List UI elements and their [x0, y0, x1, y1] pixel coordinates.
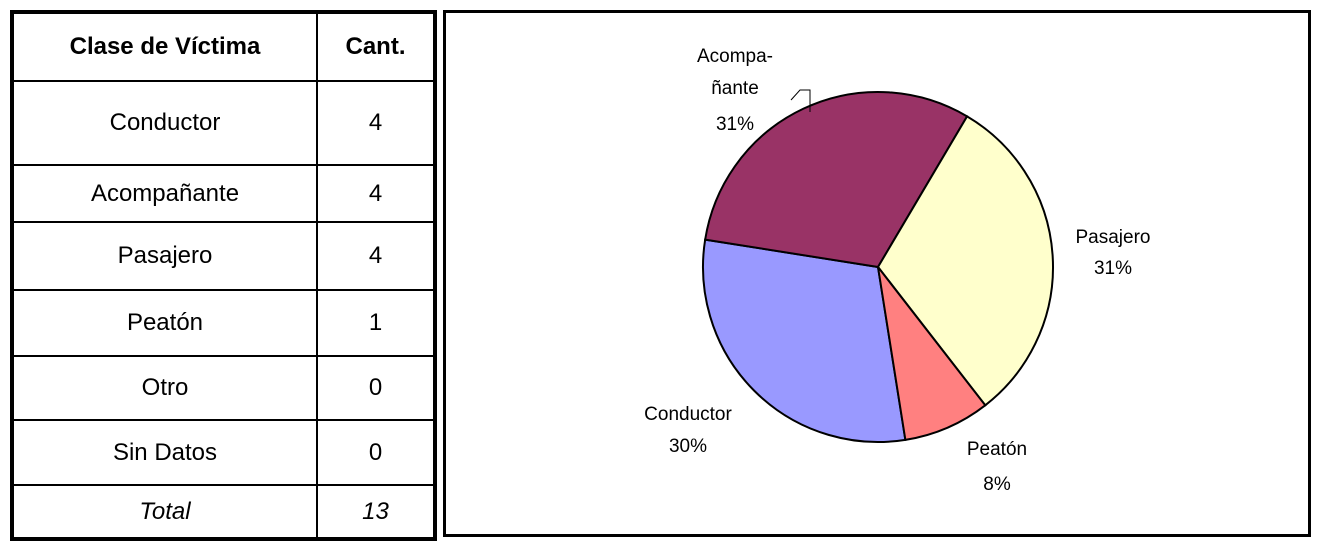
victim-table: Clase de Víctima Cant. Conductor 4 Acompañ…: [10, 10, 437, 541]
table-row: Total 13: [11, 484, 436, 540]
slice-label: Acompa-ñante: [697, 46, 773, 99]
header-row: Clase de Víctima Cant.: [11, 11, 436, 82]
pie-slice: [877, 266, 987, 441]
table-cell: Acompañante: [11, 164, 318, 223]
table-cell: 0: [316, 419, 436, 486]
table-cell: Pasajero: [11, 221, 318, 291]
table-cell: Sin Datos: [11, 419, 318, 486]
table-body: Conductor 4 Acompañante 4 Pasajero 4 Peatón 1 Ot…: [11, 80, 436, 540]
table-row: Otro 0: [11, 355, 436, 421]
header-cell: Clase de Víctima: [11, 11, 318, 82]
pie-slice: [704, 91, 969, 269]
table-row: Pasajero 4: [11, 221, 436, 291]
table-cell: 1: [316, 289, 436, 357]
slice-value-label: 31%: [1094, 258, 1132, 279]
table-cell: 4: [316, 164, 436, 223]
slice-label: Peatón: [967, 439, 1027, 460]
table-cell: Peatón: [11, 289, 318, 357]
slice-value-label: 30%: [669, 436, 707, 457]
header-cell: Cant.: [316, 11, 436, 82]
leader-line: [790, 89, 811, 112]
table-cell: Total: [11, 484, 318, 540]
table-cell: 4: [316, 221, 436, 291]
table-cell: 0: [316, 355, 436, 421]
slice-value-label: 31%: [716, 114, 754, 135]
table-cell: 4: [316, 80, 436, 166]
slice-label: Conductor: [644, 404, 732, 425]
table-cell: 13: [316, 484, 436, 540]
table-cell: Otro: [11, 355, 318, 421]
pie-slice: [876, 114, 1054, 407]
chart-box: [443, 10, 1311, 537]
table-row: Acompañante 4: [11, 164, 436, 223]
slice-value-label: 8%: [983, 474, 1011, 495]
table-cell: Conductor: [11, 80, 318, 166]
table-row: Peatón 1: [11, 289, 436, 357]
slice-label: Pasajero: [1076, 227, 1151, 248]
table-row: Conductor 4: [11, 80, 436, 166]
pie-slice: [702, 238, 907, 443]
table-row: Sin Datos 0: [11, 419, 436, 486]
